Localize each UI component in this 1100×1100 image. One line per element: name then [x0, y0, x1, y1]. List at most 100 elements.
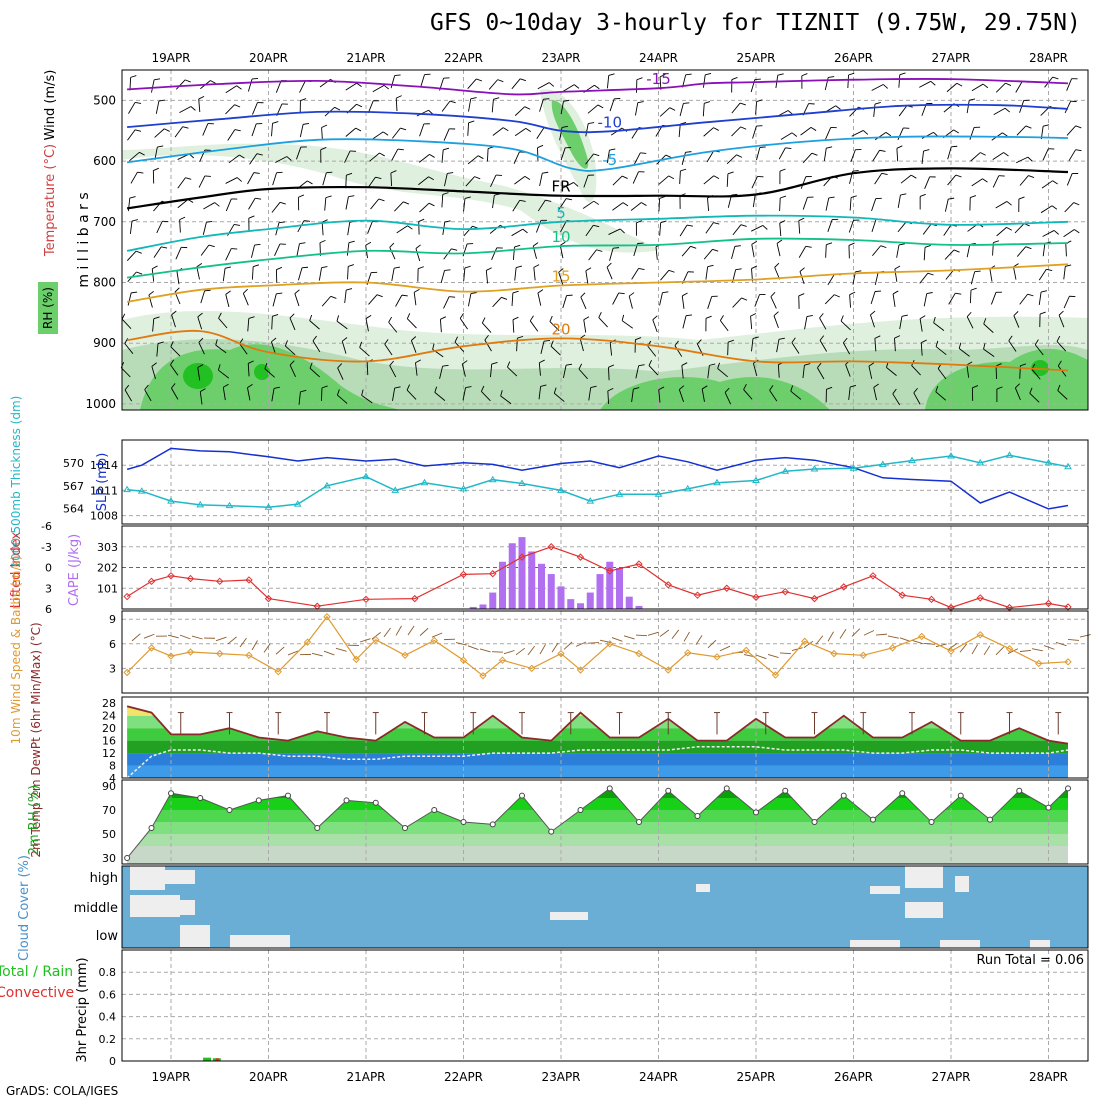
li-marker [167, 572, 175, 580]
wind-barb [361, 395, 373, 404]
temp-tick-label: 24 [102, 710, 116, 723]
rh-marker [987, 816, 993, 823]
wind-barb [365, 241, 372, 246]
wind-barb [298, 391, 301, 405]
wind-barb [652, 319, 658, 333]
wind-barb [637, 101, 644, 104]
wind-barb [533, 267, 536, 281]
wind-barb [874, 338, 877, 352]
upper-air-frame [121, 69, 1089, 411]
wind-barb [1029, 393, 1040, 403]
wind-barb [443, 128, 450, 141]
wind-barb [203, 202, 215, 210]
wind-barb [992, 152, 1004, 161]
wind-barb [535, 220, 542, 233]
wind-barb [274, 243, 281, 256]
wind-barb [542, 171, 549, 174]
isotherm-label: 5 [556, 204, 566, 222]
wind-marker [742, 646, 750, 655]
wind-barb [741, 297, 748, 301]
wind-barb [755, 101, 758, 115]
wind-barb [892, 388, 897, 395]
wind-barb [524, 176, 531, 181]
wind-barb [1066, 125, 1077, 136]
rh-marker [148, 825, 155, 831]
wind-marker [401, 651, 409, 659]
wind-barb [130, 75, 137, 78]
wind-barb [154, 78, 161, 81]
wind-barb [635, 634, 648, 637]
wind-barb [947, 174, 957, 186]
wind-barb [640, 152, 647, 154]
wind-barb [539, 99, 544, 112]
wind-barb [198, 342, 205, 355]
wind-barb [287, 650, 299, 656]
wind-barb [845, 364, 851, 377]
wind-barb [701, 388, 705, 402]
wind-barb [208, 244, 215, 248]
wind-barb [935, 386, 939, 392]
wind-barb [179, 634, 191, 640]
wind-barb [463, 225, 473, 237]
wind-barb [751, 338, 754, 352]
wind-barb [486, 267, 492, 271]
wind-barb [740, 224, 747, 227]
wind-barb [728, 339, 734, 343]
wind-barb [995, 363, 1002, 367]
wind-barb [1028, 175, 1035, 178]
wind-speed-line [126, 615, 1069, 677]
wind-barb [170, 341, 174, 348]
wind-marker [830, 649, 838, 658]
wind-barb [777, 73, 784, 76]
wind-barb [151, 79, 155, 93]
wind-barb [703, 248, 713, 260]
wind-barb [251, 266, 254, 280]
wind-barb [628, 292, 635, 297]
wind-barb [272, 314, 279, 317]
cape-tick-label: 303 [97, 541, 118, 554]
wind-barb [780, 195, 787, 199]
rh-marker [1065, 785, 1071, 792]
wind-barb [249, 153, 258, 165]
wind-barb [175, 247, 182, 260]
cape-bar [479, 604, 487, 609]
wind-barb [919, 193, 926, 197]
cloud-gap [940, 940, 980, 948]
date-label-bottom: 20APR [249, 1070, 288, 1084]
wind-barb [935, 346, 947, 356]
wind-barb [197, 364, 204, 368]
wind-barb [705, 72, 712, 76]
li-marker [459, 570, 468, 579]
wind-barb [706, 150, 715, 163]
wind-barb [144, 389, 152, 402]
wind-barb [898, 243, 905, 246]
wind-barb [770, 292, 776, 297]
wind-barb [493, 97, 500, 100]
wind-barb [345, 82, 357, 91]
rh-bands [127, 788, 1069, 864]
wind-marker [167, 652, 175, 660]
wind-barb [388, 321, 398, 333]
wind-barb [247, 318, 250, 332]
thickness-marker [518, 479, 526, 487]
wind-barb [1019, 293, 1029, 305]
li-marker [1064, 603, 1072, 611]
wind-barb [419, 202, 430, 213]
wind-barb [252, 102, 258, 115]
wind-barb [492, 195, 495, 209]
temp-band [127, 753, 1069, 766]
wind-barb [218, 369, 230, 379]
wind-barb [596, 249, 603, 252]
wind-barb [751, 265, 758, 269]
wind-barb [621, 320, 634, 329]
slp-panel: 1008 1011 1014 564 567 570 [63, 440, 1088, 524]
precip-conv-legend: Convective [0, 985, 74, 1001]
wind-barb [143, 633, 155, 639]
rh-legend-label: RH (%) [41, 287, 55, 329]
wind-barb [1057, 390, 1068, 400]
isotherm-line [126, 167, 1069, 210]
wind-barb [371, 631, 381, 640]
wind-barb [124, 384, 130, 391]
wind-barb [511, 292, 514, 306]
wind-barb [769, 385, 774, 391]
